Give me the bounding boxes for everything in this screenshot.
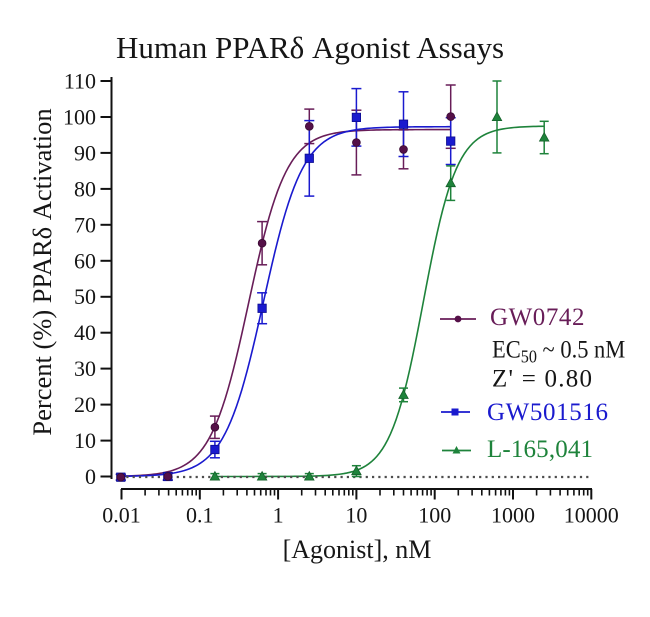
svg-text:[Agonist], nM: [Agonist], nM xyxy=(283,535,432,564)
svg-text:0: 0 xyxy=(85,464,96,489)
svg-text:Percent (%) PPARδ Activation: Percent (%) PPARδ Activation xyxy=(27,108,57,435)
svg-text:0.01: 0.01 xyxy=(102,503,141,528)
svg-text:Z' = 0.80: Z' = 0.80 xyxy=(492,366,592,393)
svg-text:EC50 ~ 0.5 nM: EC50 ~ 0.5 nM xyxy=(492,336,625,366)
svg-text:40: 40 xyxy=(74,320,96,345)
svg-text:30: 30 xyxy=(74,356,96,381)
svg-text:L-165,041: L-165,041 xyxy=(487,436,593,463)
svg-text:70: 70 xyxy=(74,212,96,237)
svg-text:10: 10 xyxy=(74,428,96,453)
svg-text:90: 90 xyxy=(74,140,96,165)
svg-text:100: 100 xyxy=(63,105,96,130)
svg-text:10: 10 xyxy=(345,503,367,528)
svg-text:GW0742: GW0742 xyxy=(490,304,585,331)
svg-text:Human PPARδ Agonist Assays: Human PPARδ Agonist Assays xyxy=(116,30,504,65)
svg-text:80: 80 xyxy=(74,176,96,201)
svg-text:GW501516: GW501516 xyxy=(487,399,608,426)
svg-text:10000: 10000 xyxy=(564,503,619,528)
svg-text:1: 1 xyxy=(273,503,284,528)
svg-text:50: 50 xyxy=(74,284,96,309)
svg-text:1000: 1000 xyxy=(491,503,535,528)
svg-text:110: 110 xyxy=(64,69,96,94)
svg-text:20: 20 xyxy=(74,392,96,417)
svg-text:0.1: 0.1 xyxy=(186,503,214,528)
svg-text:60: 60 xyxy=(74,248,96,273)
svg-text:100: 100 xyxy=(418,503,451,528)
